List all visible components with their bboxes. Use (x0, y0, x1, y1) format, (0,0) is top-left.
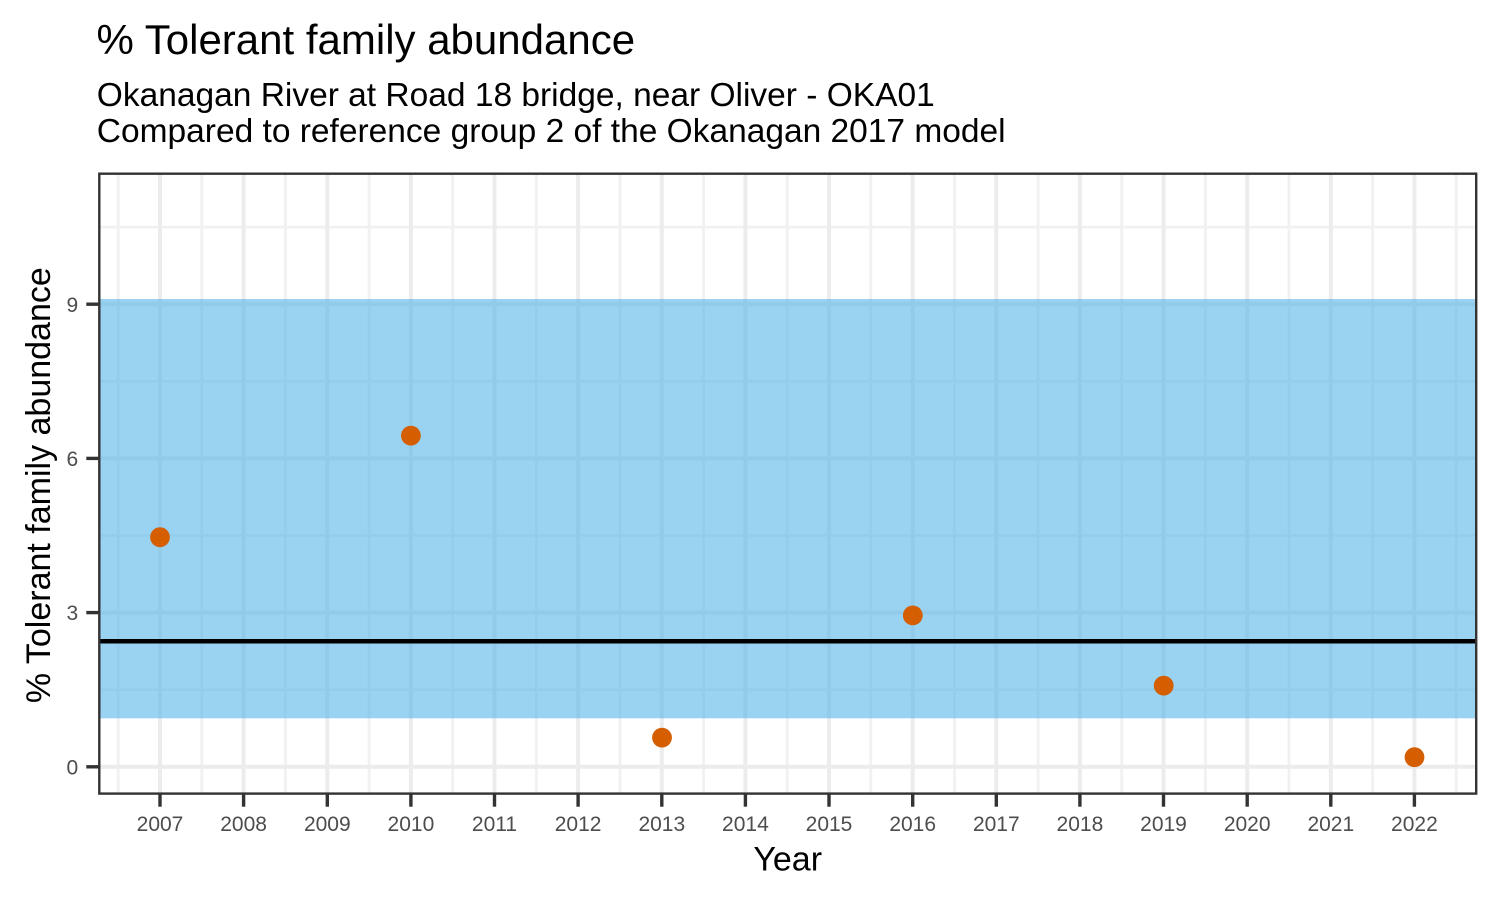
svg-text:2016: 2016 (889, 813, 936, 836)
svg-text:2007: 2007 (137, 813, 184, 836)
svg-text:2014: 2014 (722, 813, 769, 836)
svg-text:9: 9 (67, 294, 79, 317)
svg-text:0: 0 (67, 756, 79, 779)
svg-text:2022: 2022 (1391, 813, 1438, 836)
svg-text:Year: Year (753, 841, 822, 879)
svg-text:2009: 2009 (304, 813, 351, 836)
svg-text:3: 3 (67, 602, 79, 625)
svg-text:2012: 2012 (555, 813, 602, 836)
svg-text:2010: 2010 (388, 813, 435, 836)
svg-text:2018: 2018 (1057, 813, 1104, 836)
svg-text:2008: 2008 (220, 813, 267, 836)
svg-text:2015: 2015 (806, 813, 853, 836)
svg-text:% Tolerant family abundance: % Tolerant family abundance (20, 267, 58, 703)
svg-text:Okanagan River at Road 18 brid: Okanagan River at Road 18 bridge, near O… (97, 77, 935, 114)
svg-text:2019: 2019 (1140, 813, 1187, 836)
svg-text:2011: 2011 (472, 813, 517, 836)
svg-text:Compared to reference group 2: Compared to reference group 2 of the Oka… (97, 113, 1006, 150)
svg-text:2021: 2021 (1307, 813, 1354, 836)
svg-text:2013: 2013 (638, 813, 685, 836)
svg-text:2017: 2017 (973, 813, 1020, 836)
svg-text:2020: 2020 (1224, 813, 1271, 836)
svg-text:6: 6 (67, 448, 79, 471)
svg-text:% Tolerant family abundance: % Tolerant family abundance (97, 16, 636, 63)
